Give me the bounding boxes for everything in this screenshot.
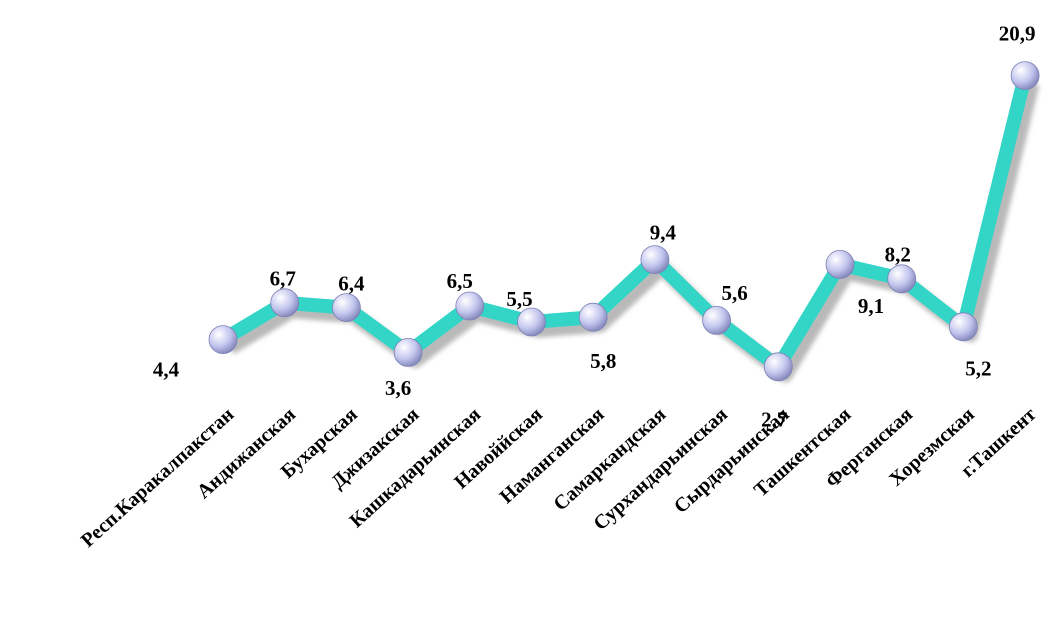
data-point-2: [270, 288, 300, 318]
data-point-1: [208, 325, 238, 355]
data-label-6: 5,5: [506, 287, 532, 311]
data-point-10: [763, 352, 793, 382]
data-point-14: [1010, 61, 1040, 90]
series-shadow: [226, 81, 1040, 383]
data-label-1: 4,4: [153, 357, 180, 381]
data-label-9: 5,6: [721, 281, 747, 305]
data-label-10: 2,7: [761, 408, 787, 432]
data-point-8: [640, 245, 670, 275]
data-label-12: 8,2: [885, 243, 911, 267]
data-points: [208, 61, 1040, 382]
data-point-12: [887, 264, 917, 294]
data-label-4: 3,6: [385, 376, 411, 400]
data-point-7: [578, 302, 608, 332]
data-label-14: 20,9: [999, 21, 1036, 45]
data-point-6: [517, 307, 546, 337]
data-label-11: 9,1: [858, 294, 884, 318]
x-tick-label-10: Сырдарьинская: [670, 403, 794, 518]
data-labels: 4,4 6,7 6,4 3,6 6,5 5,5 5,8 9,4 5,6 2,7 9,1 8,2 5,2 2…: [153, 21, 1036, 431]
series-line-shadow: [226, 81, 1040, 383]
data-label-8: 9,4: [650, 220, 677, 244]
data-point-3: [331, 293, 361, 323]
data-point-13: [949, 312, 978, 342]
data-label-3: 6,4: [338, 271, 365, 295]
x-axis-tick-labels: Респ.КаракалпакстанАндижанскаяБухарскаяД…: [77, 403, 1041, 552]
data-label-7: 5,8: [590, 349, 616, 373]
data-point-4: [393, 337, 423, 367]
series-line: [219, 73, 1032, 374]
data-point-9: [702, 305, 731, 335]
data-point-11: [825, 249, 855, 279]
x-tick-label-7: Наманганская: [496, 403, 609, 508]
data-label-13: 5,2: [965, 357, 991, 381]
data-point-5: [455, 291, 485, 321]
x-tick-label-8: Самаркандская: [549, 403, 670, 515]
data-label-5: 6,5: [447, 269, 473, 293]
data-label-2: 6,7: [270, 267, 296, 291]
series-line-group: [219, 73, 1032, 374]
